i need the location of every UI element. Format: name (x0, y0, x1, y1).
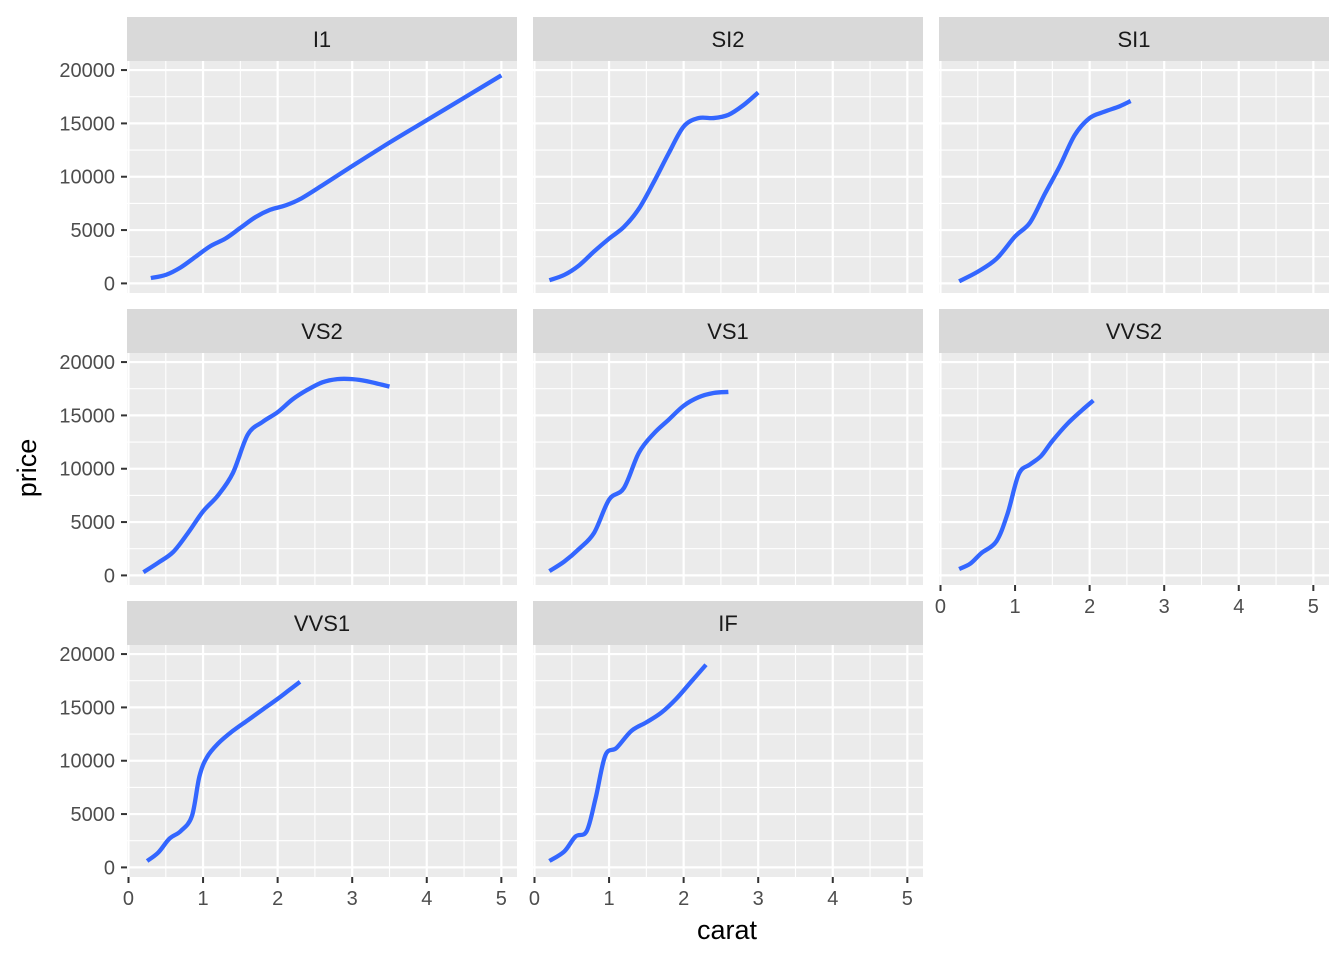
facet-strip-label: SI1 (1117, 27, 1150, 52)
x-tick-label: 4 (1233, 596, 1244, 618)
x-tick-label: 2 (272, 888, 283, 910)
facet-strip (533, 17, 923, 61)
smooth-line-vvs1 (145, 680, 302, 863)
x-tick-label: 2 (678, 888, 689, 910)
y-tick-label: 15000 (59, 113, 115, 135)
y-tick-label: 10000 (59, 459, 115, 481)
y-tick-label: 20000 (59, 644, 115, 666)
x-tick-label: 2 (1084, 596, 1095, 618)
x-tick-label: 3 (347, 888, 358, 910)
facet-strip-label: SI2 (711, 27, 744, 52)
facet-panel-si1: SI1 (939, 17, 1329, 293)
x-tick-label: 1 (1009, 596, 1020, 618)
facet-strip (127, 309, 517, 353)
y-tick-label: 10000 (59, 751, 115, 773)
smooth-line-if (548, 663, 708, 863)
facet-panel-vs1: VS1 (533, 309, 923, 585)
facet-strip (533, 309, 923, 353)
facet-panel-i1: I1 0 5000 10000 15000 20000 (59, 17, 517, 295)
facet-strip-label: VVS2 (1106, 319, 1162, 344)
x-tick-label: 0 (529, 888, 540, 910)
x-tick-label: 4 (421, 888, 432, 910)
smooth-line-si2 (548, 90, 760, 283)
smooth-line-vvs2 (958, 398, 1095, 571)
y-axis-title: price (12, 439, 42, 498)
x-tick-label: 0 (123, 888, 134, 910)
facet-strip (127, 17, 517, 61)
y-tick-label: 0 (104, 857, 115, 879)
y-tick-label: 20000 (59, 60, 115, 82)
y-tick-label: 0 (104, 565, 115, 587)
smooth-line-vs1 (548, 389, 729, 573)
facet-strip-label: VS2 (301, 319, 343, 344)
x-tick-label: 3 (1159, 596, 1170, 618)
facet-strip-label: I1 (313, 27, 331, 52)
y-tick-label: 5000 (71, 220, 116, 242)
x-tick-label: 4 (827, 888, 838, 910)
y-tick-label: 0 (104, 273, 115, 295)
x-tick-label: 5 (496, 888, 507, 910)
y-tick-label: 5000 (71, 512, 116, 534)
facet-strip (127, 601, 517, 645)
facet-strip-label: VVS1 (294, 611, 350, 636)
x-tick-label: 3 (753, 888, 764, 910)
x-tick-label: 0 (935, 596, 946, 618)
facet-panel-vvs1: VVS1 0 5000 10000 15000 20000 0 1 2 3 4 5 (59, 601, 517, 910)
x-tick-label: 5 (1308, 596, 1319, 618)
smooth-line-vs2 (142, 376, 390, 575)
facet-strip (939, 309, 1329, 353)
facet-panel-si2: SI2 (533, 17, 923, 293)
y-tick-label: 15000 (59, 405, 115, 427)
smooth-line-i1 (150, 73, 503, 281)
facet-panel-if: IF 0 1 2 3 4 5 (529, 601, 923, 910)
facet-strip (939, 17, 1329, 61)
y-tick-label: 5000 (71, 804, 116, 826)
y-tick-label: 20000 (59, 352, 115, 374)
smooth-line-si1 (958, 99, 1132, 284)
x-tick-label: 1 (197, 888, 208, 910)
x-axis-title: carat (697, 915, 758, 945)
facet-strip-label: IF (718, 611, 738, 636)
facet-panel-vvs2: VVS2 0 1 2 3 4 5 (935, 309, 1329, 618)
x-tick-label: 1 (603, 888, 614, 910)
facet-strip-label: VS1 (707, 319, 749, 344)
y-tick-label: 15000 (59, 697, 115, 719)
facet-strip (533, 601, 923, 645)
y-tick-label: 10000 (59, 167, 115, 189)
facet-panel-vs2: VS2 0 5000 10000 15000 20000 (59, 309, 517, 587)
x-tick-label: 5 (902, 888, 913, 910)
